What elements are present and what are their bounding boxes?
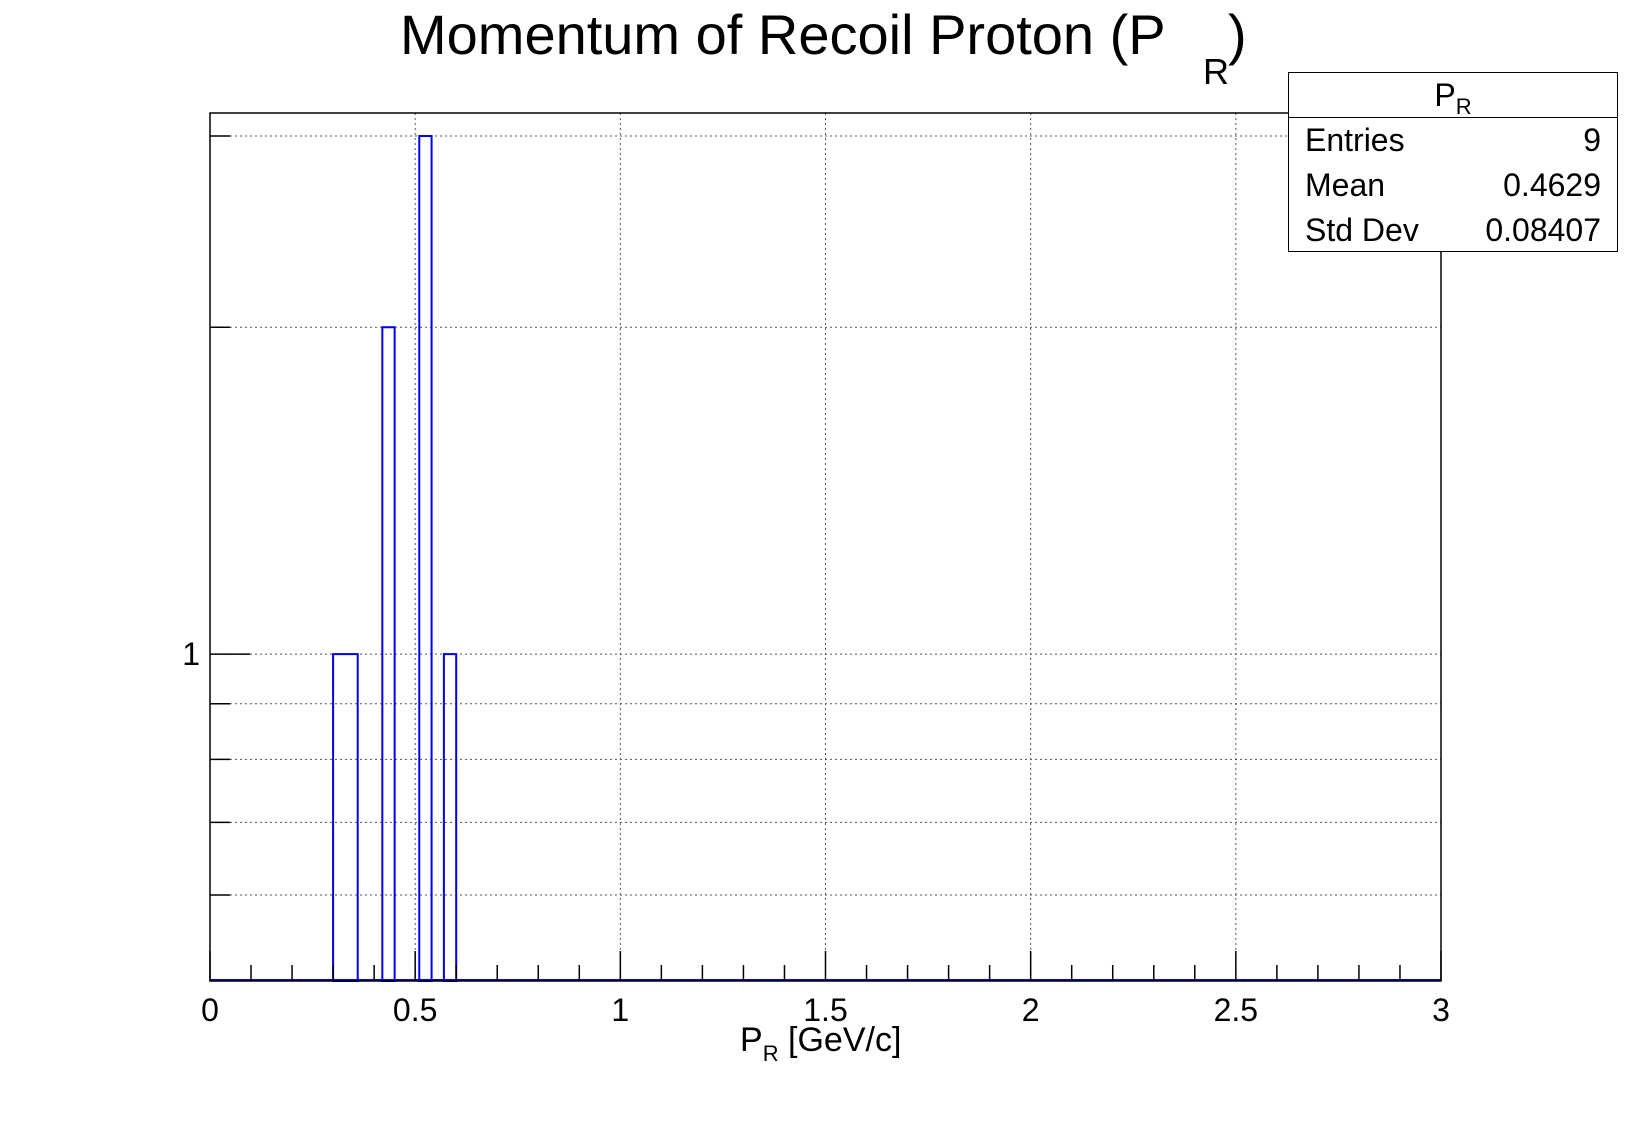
chart-title-subscript: R <box>1203 51 1229 92</box>
chart-title: Momentum of Recoil Proton (P <box>400 3 1166 66</box>
chart-title-close: ) <box>1228 3 1247 66</box>
y-tick-label: 1 <box>182 636 200 672</box>
x-tick-label: 3 <box>1432 992 1450 1028</box>
stats-label: Std Dev <box>1305 212 1419 248</box>
x-axis-label: PR [GeV/c] <box>740 1020 902 1066</box>
stats-value: 0.4629 <box>1503 167 1601 203</box>
x-axis-label-unit: [GeV/c] <box>778 1021 902 1059</box>
stats-row-mean: Mean 0.4629 <box>1289 163 1617 208</box>
histogram-bar <box>418 135 433 983</box>
stats-row-entries: Entries 9 <box>1289 118 1617 163</box>
x-tick-label: 2 <box>1022 992 1040 1028</box>
x-tick-label: 1.5 <box>803 992 847 1028</box>
histogram-bar <box>442 653 458 982</box>
x-axis-label-main: P <box>740 1021 763 1059</box>
stats-label: Mean <box>1305 167 1386 203</box>
x-tick-label: 0.5 <box>393 992 437 1028</box>
x-tick-label: 0 <box>201 992 219 1028</box>
x-tick-label: 1 <box>611 992 629 1028</box>
stats-value: 9 <box>1583 122 1601 158</box>
stats-title-subscript: R <box>1455 94 1472 119</box>
histogram-bar <box>381 326 396 982</box>
stats-label: Entries <box>1305 122 1405 158</box>
stats-value: 0.08407 <box>1485 212 1601 248</box>
x-axis-label-subscript: R <box>762 1041 779 1066</box>
x-tick-label: 2.5 <box>1214 992 1258 1028</box>
histogram-bar <box>332 653 359 982</box>
stats-title: PR <box>1289 73 1617 119</box>
stats-title-main: P <box>1434 77 1456 113</box>
stats-box: PR Entries 9 Mean 0.4629 Std Dev 0.08407 <box>1288 72 1618 252</box>
stats-row-stddev: Std Dev 0.08407 <box>1289 208 1617 253</box>
